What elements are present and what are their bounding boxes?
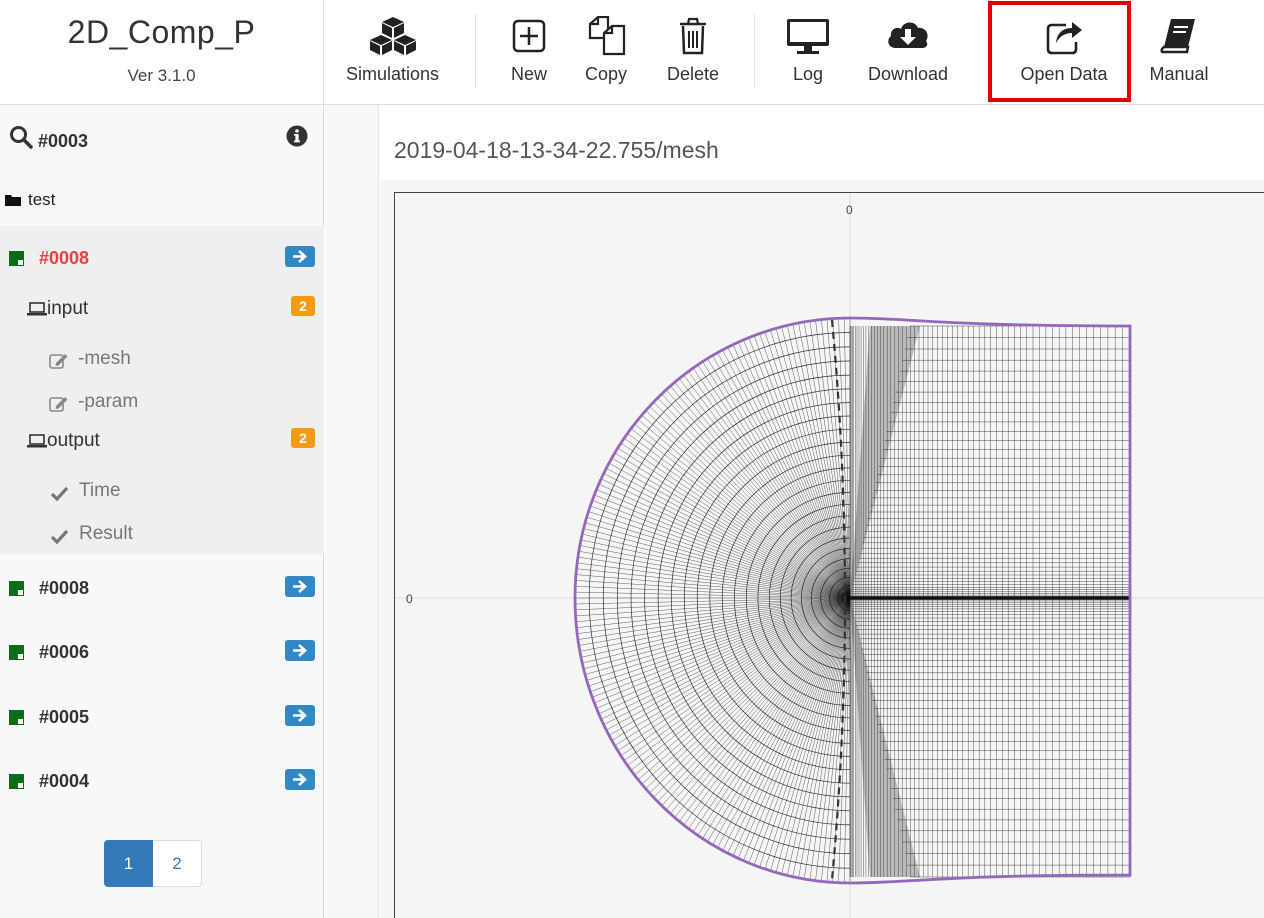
brand: 2D_Comp_P Ver 3.1.0: [0, 0, 324, 105]
check-icon: [50, 529, 69, 544]
gutter: [325, 105, 379, 918]
manual-button[interactable]: Manual: [1142, 12, 1216, 92]
folder-row[interactable]: test: [0, 175, 324, 223]
edit-icon: [49, 354, 68, 369]
open-data-button[interactable]: Open Data: [1012, 12, 1116, 92]
page-button-1[interactable]: 1: [104, 840, 153, 887]
mesh-plot[interactable]: 0 0: [394, 192, 1264, 918]
open-simulation-button[interactable]: [285, 705, 315, 726]
open-simulation-button[interactable]: [285, 640, 315, 661]
simulation-status-icon: [9, 581, 24, 596]
laptop-icon: [27, 434, 47, 448]
info-circle-icon[interactable]: [286, 125, 308, 147]
search-row[interactable]: #0003: [0, 105, 324, 171]
mesh-canvas: [395, 193, 1264, 918]
app-version: Ver 3.1.0: [127, 66, 196, 85]
folder-icon: [5, 195, 21, 206]
trash-icon: [680, 17, 706, 55]
simulation-status-icon: [9, 645, 24, 660]
cubes-icon: [369, 17, 416, 55]
tree-item-time[interactable]: Time: [0, 474, 324, 508]
download-label: Download: [867, 64, 949, 84]
simulation-status-icon: [9, 710, 24, 725]
x-axis-zero-label: 0: [846, 203, 853, 217]
log-button[interactable]: Log: [780, 12, 836, 92]
laptop-icon: [27, 302, 47, 316]
page-button-2[interactable]: 2: [153, 840, 202, 887]
delete-label: Delete: [666, 64, 720, 84]
tree-item-param[interactable]: -param: [0, 385, 324, 419]
new-button[interactable]: New: [500, 12, 558, 92]
toolbar-divider: [754, 14, 755, 88]
highlight-box: [988, 1, 1131, 102]
arrow-right-icon: [293, 644, 307, 657]
output-label: output: [47, 430, 100, 451]
open-simulation-button[interactable]: [285, 576, 315, 597]
plot-area: 0 0: [380, 180, 1264, 918]
tree-item-output[interactable]: output 2: [0, 424, 324, 458]
copy-button[interactable]: Copy: [577, 12, 635, 92]
folder-label: test: [28, 190, 56, 209]
pagination: 1 2: [104, 840, 202, 887]
input-count-badge: 2: [291, 296, 315, 316]
simulation-status-icon: [9, 251, 24, 266]
delete-button[interactable]: Delete: [660, 12, 726, 92]
cloud-download-icon: [888, 22, 928, 48]
simulation-item[interactable]: #0005: [0, 697, 324, 737]
tree-item-mesh[interactable]: -mesh: [0, 342, 324, 376]
log-label: Log: [792, 64, 824, 84]
data-path-title: 2019-04-18-13-34-22.755/mesh: [394, 137, 719, 163]
output-count-badge: 2: [291, 428, 315, 448]
main-panel: 2019-04-18-13-34-22.755/mesh 0 0: [380, 105, 1264, 918]
param-label: -param: [78, 391, 139, 412]
tree-item-input[interactable]: input 2: [0, 292, 324, 326]
new-label: New: [510, 64, 547, 84]
download-button[interactable]: Download: [860, 12, 956, 92]
copy-icon: [588, 16, 626, 56]
arrow-right-icon: [293, 709, 307, 722]
simulation-item[interactable]: #0006: [0, 632, 324, 672]
simulation-label: #0006: [39, 642, 90, 662]
simulation-label: #0005: [39, 707, 90, 727]
input-label: input: [47, 298, 89, 319]
active-simulation-group: #0008 input 2 -mesh: [0, 226, 324, 554]
open-simulation-button[interactable]: [285, 246, 315, 267]
tree-item-result[interactable]: Result: [0, 517, 324, 551]
check-icon: [50, 486, 69, 501]
simulation-item-active[interactable]: #0008: [0, 238, 324, 278]
copy-label: Copy: [584, 64, 628, 84]
book-icon: [1160, 19, 1195, 54]
simulation-item[interactable]: #0008: [0, 568, 324, 608]
app-title: 2D_Comp_P: [67, 14, 256, 50]
simulations-label: Simulations: [345, 64, 440, 84]
mesh-label: -mesh: [78, 348, 131, 369]
arrow-right-icon: [293, 773, 307, 786]
search-value: #0003: [38, 131, 89, 151]
open-simulation-button[interactable]: [285, 769, 315, 790]
y-axis-zero-label: 0: [406, 592, 413, 606]
simulation-label: #0008: [39, 248, 90, 268]
top-toolbar: 2D_Comp_P Ver 3.1.0 Simulations Ne: [0, 0, 1264, 105]
simulation-item[interactable]: #0004: [0, 761, 324, 801]
simulation-label: #0004: [39, 771, 90, 791]
arrow-right-icon: [293, 250, 307, 263]
monitor-icon: [787, 19, 829, 54]
plus-square-icon: [512, 19, 546, 53]
toolbar-divider: [475, 14, 476, 88]
edit-icon: [49, 397, 68, 412]
manual-label: Manual: [1149, 64, 1209, 84]
sidebar: #0003 test #0008: [0, 105, 324, 918]
simulation-label: #0008: [39, 578, 90, 598]
search-icon: [10, 126, 33, 149]
result-label: Result: [79, 523, 133, 544]
time-label: Time: [79, 480, 121, 501]
arrow-right-icon: [293, 580, 307, 593]
open-data-label: Open Data: [1020, 64, 1108, 84]
simulations-button[interactable]: Simulations: [340, 12, 445, 92]
simulation-status-icon: [9, 774, 24, 789]
share-square-icon: [1046, 22, 1082, 55]
